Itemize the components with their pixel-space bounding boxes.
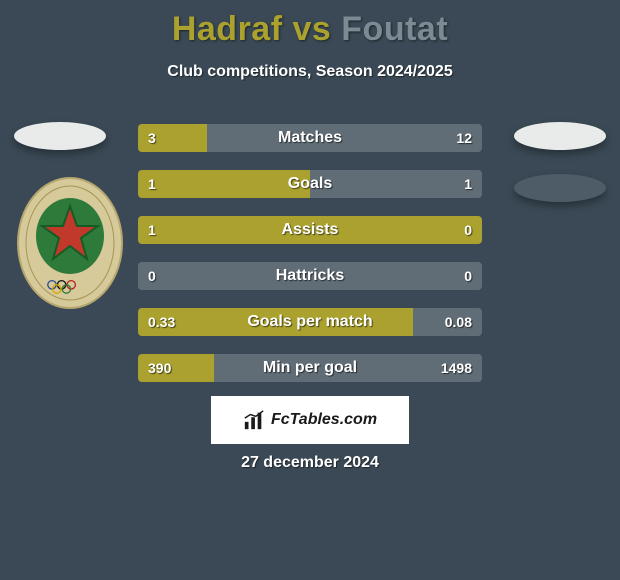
bar-row: 1 0 Assists <box>138 216 482 244</box>
bar-label: Goals per match <box>138 308 482 336</box>
bar-row: 390 1498 Min per goal <box>138 354 482 382</box>
brand-text: FcTables.com <box>271 411 377 429</box>
comparison-bars: 3 12 Matches 1 1 Goals 1 0 Assists 0 0 H… <box>138 124 482 400</box>
bar-row: 3 12 Matches <box>138 124 482 152</box>
subtitle: Club competitions, Season 2024/2025 <box>0 63 620 81</box>
club-badge <box>16 176 124 310</box>
bar-label: Assists <box>138 216 482 244</box>
decorative-ellipse-left <box>14 122 106 150</box>
date-text: 27 december 2024 <box>0 454 620 472</box>
page-title: Hadraf vs Foutat <box>0 0 620 49</box>
vs-text: vs <box>293 10 332 48</box>
bar-row: 1 1 Goals <box>138 170 482 198</box>
decorative-ellipse-right-top <box>514 122 606 150</box>
chart-icon <box>243 409 265 431</box>
bar-row: 0.33 0.08 Goals per match <box>138 308 482 336</box>
bar-label: Hattricks <box>138 262 482 290</box>
brand-box: FcTables.com <box>211 396 409 444</box>
bar-label: Goals <box>138 170 482 198</box>
player1-name: Hadraf <box>172 10 283 48</box>
bar-row: 0 0 Hattricks <box>138 262 482 290</box>
player2-name: Foutat <box>341 10 448 48</box>
club-badge-svg <box>16 176 124 310</box>
bar-label: Matches <box>138 124 482 152</box>
decorative-ellipse-right-bottom <box>514 174 606 202</box>
bar-label: Min per goal <box>138 354 482 382</box>
